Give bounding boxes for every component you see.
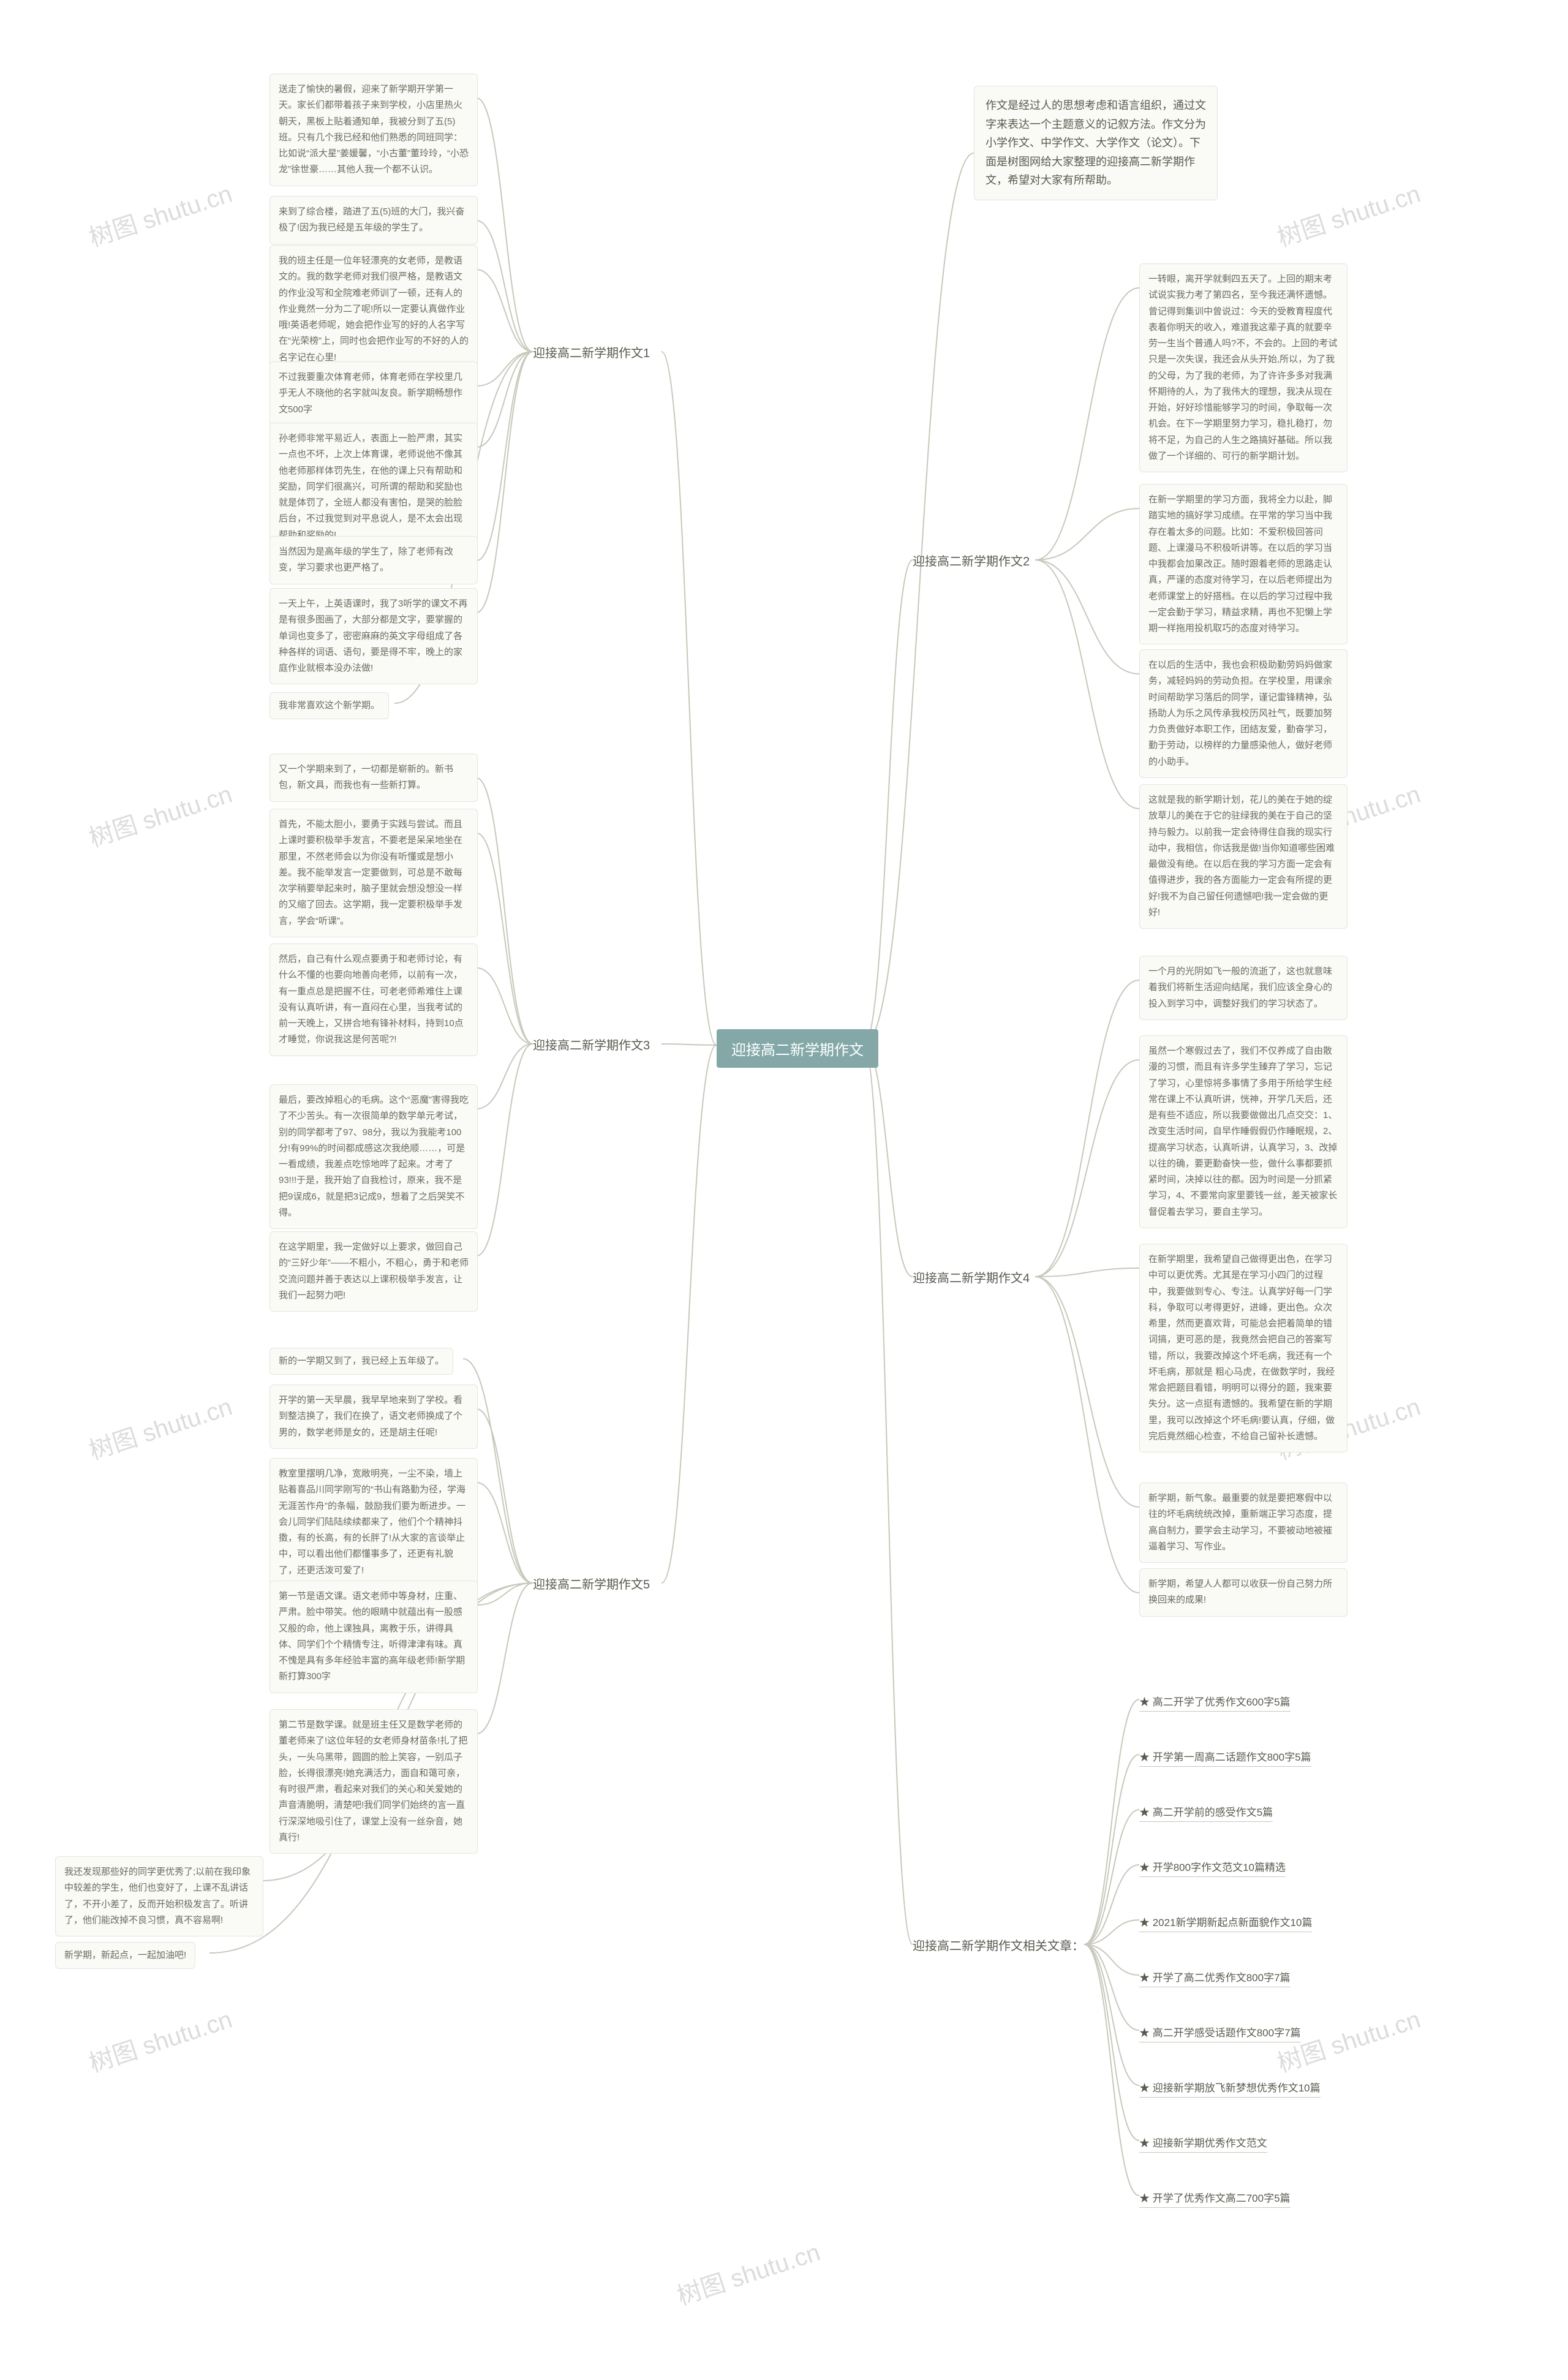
leaf-note: 新学期，希望人人都可以收获一份自己努力所换回来的成果! (1139, 1568, 1348, 1617)
related-link[interactable]: ★ 高二开学感受话题作文800字7篇 (1139, 2022, 1301, 2042)
leaf-note: 来到了综合楼，踏进了五(5)班的大门，我兴奋极了!因为我已经是五年级的学生了。 (270, 196, 478, 244)
leaf-note: 又一个学期来到了，一切都是崭新的。新书包，新文具，而我也有一些新打算。 (270, 754, 478, 802)
related-link[interactable]: ★ 高二开学前的感受作文5篇 (1139, 1801, 1273, 1822)
leaf-note: 教室里摆明几净，宽敞明亮，一尘不染，墙上贴着喜品川同学刚写的“书山有路勤为径，学… (270, 1458, 478, 1587)
related-link[interactable]: ★ 迎接新学期优秀作文范文 (1139, 2132, 1267, 2153)
related-link[interactable]: ★ 迎接新学期放飞新梦想优秀作文10篇 (1139, 2077, 1321, 2098)
leaf-note: 开学的第一天早晨，我早早地来到了学校。看到整洁换了，我们在换了，语文老师换成了个… (270, 1385, 478, 1449)
branch-label: 迎接高二新学期作文4 (913, 1268, 1030, 1286)
leaf-note: 新学期，新气象。最重要的就是要把寒假中以往的坏毛病统统改掉，重新端正学习态度，提… (1139, 1483, 1348, 1563)
center-node: 迎接高二新学期作文 (717, 1029, 878, 1068)
related-link[interactable]: ★ 2021新学期新起点新面貌作文10篇 (1139, 1911, 1312, 1932)
leaf-note: 我还发现那些好的同学更优秀了;以前在我印象中较差的学生，他们也变好了，上课不乱讲… (55, 1856, 263, 1936)
branch-label: 迎接高二新学期作文相关文章： (913, 1936, 1084, 1954)
leaf-note: 新的一学期又到了，我已经上五年级了。 (270, 1348, 453, 1375)
leaf-note: 在新一学期里的学习方面，我将全力以赴，脚踏实地的搞好学习成绩。在平常的学习当中我… (1139, 484, 1348, 644)
leaf-note: 新学期，新起点，一起加油吧! (55, 1942, 195, 1969)
leaf-note: 送走了愉快的暑假，迎来了新学期开学第一天。家长们都带着孩子来到学校，小店里热火朝… (270, 74, 478, 186)
watermark: 树图 shutu.cn (84, 1387, 236, 1467)
leaf-note: 在新学期里，我希望自己做得更出色，在学习中可以更优秀。尤其是在学习小四门的过程中… (1139, 1244, 1348, 1453)
leaf-note: 一个月的光阴如飞一般的流逝了，这也就意味着我们将新生活迎向结尾，我们应该全身心的… (1139, 956, 1348, 1020)
leaf-note: 我非常喜欢这个新学期。 (270, 692, 389, 719)
related-link[interactable]: ★ 开学了优秀作文高二700字5篇 (1139, 2187, 1291, 2208)
leaf-note: 这就是我的新学期计划，花儿的美在于她的绽放草儿的美在于它的驻绿我的美在于自己的坚… (1139, 784, 1348, 929)
leaf-note: 最后，要改掉粗心的毛病。这个“恶魔”害得我吃了不少苦头。有一次很简单的数学单元考… (270, 1084, 478, 1229)
intro-text: 作文是经过人的思想考虑和语言组织，通过文字来表达一个主题意义的记叙方法。作文分为… (974, 86, 1218, 200)
leaf-note: 一转眼，离开学就剩四五天了。上回的期末考试说实我力考了第四名，至今我还满怀遗憾。… (1139, 263, 1348, 472)
leaf-note: 一天上午，上英语课时，我了3听学的课文不再是有很多图画了，大部分都是文字，要掌握… (270, 588, 478, 684)
leaf-note: 不过我要重次体育老师，体育老师在学校里几乎无人不晓他的名字就叫友良。新学期畅想作… (270, 361, 478, 426)
related-link[interactable]: ★ 开学了高二优秀作文800字7篇 (1139, 1966, 1291, 1987)
leaf-note: 当然因为是高年级的学生了，除了老师有改变，学习要求也更严格了。 (270, 536, 478, 584)
branch-label: 迎接高二新学期作文1 (533, 343, 650, 361)
branch-label: 迎接高二新学期作文3 (533, 1035, 650, 1053)
leaf-note: 第一节是语文课。语文老师中等身材，庄重、严肃。脸中带笑。他的眼睛中就蕴出有一股感… (270, 1581, 478, 1693)
leaf-note: 然后，自己有什么观点要勇于和老师讨论，有什么不懂的也要向地善向老师，以前有一次，… (270, 943, 478, 1056)
leaf-note: 孙老师非常平易近人，表面上一脸严肃，其实一点也不坏，上次上体育课，老师说他不像其… (270, 423, 478, 551)
related-link[interactable]: ★ 开学第一周高二话题作文800字5篇 (1139, 1746, 1311, 1767)
branch-label: 迎接高二新学期作文5 (533, 1574, 650, 1592)
mindmap-canvas: 迎接高二新学期作文 作文是经过人的思想考虑和语言组织，通过文字来表达一个主题意义… (0, 0, 1568, 2380)
leaf-note: 首先，不能太胆小，要勇于实践与尝试。而且上课时要积极举手发言，不要老是呆呆地坐在… (270, 809, 478, 937)
leaf-note: 我的班主任是一位年轻漂亮的女老师，是教语文的。我的数学老师对我们很严格，是教语文… (270, 245, 478, 374)
leaf-note: 第二节是数学课。就是班主任又是数学老师的董老师来了!这位年轻的女老师身材苗条!扎… (270, 1709, 478, 1854)
watermark: 树图 shutu.cn (84, 2000, 236, 2079)
watermark: 树图 shutu.cn (84, 774, 236, 854)
watermark: 树图 shutu.cn (84, 174, 236, 254)
related-link[interactable]: ★ 开学800字作文范文10篇精选 (1139, 1856, 1286, 1877)
branch-label: 迎接高二新学期作文2 (913, 551, 1030, 569)
watermark: 树图 shutu.cn (1272, 174, 1424, 254)
leaf-note: 在以后的生活中，我也会积极助勤劳妈妈做家务，减轻妈妈的劳动负担。在学校里，用课余… (1139, 649, 1348, 778)
related-link[interactable]: ★ 高二开学了优秀作文600字5篇 (1139, 1691, 1291, 1712)
leaf-note: 虽然一个寒假过去了，我们不仅养成了自由散漫的习惯，而且有许多学生臻弃了学习，忘记… (1139, 1035, 1348, 1228)
leaf-note: 在这学期里，我一定做好以上要求，做回自己的“三好少年”——不粗小，不粗心，勇于和… (270, 1231, 478, 1312)
watermark: 树图 shutu.cn (672, 2232, 824, 2312)
